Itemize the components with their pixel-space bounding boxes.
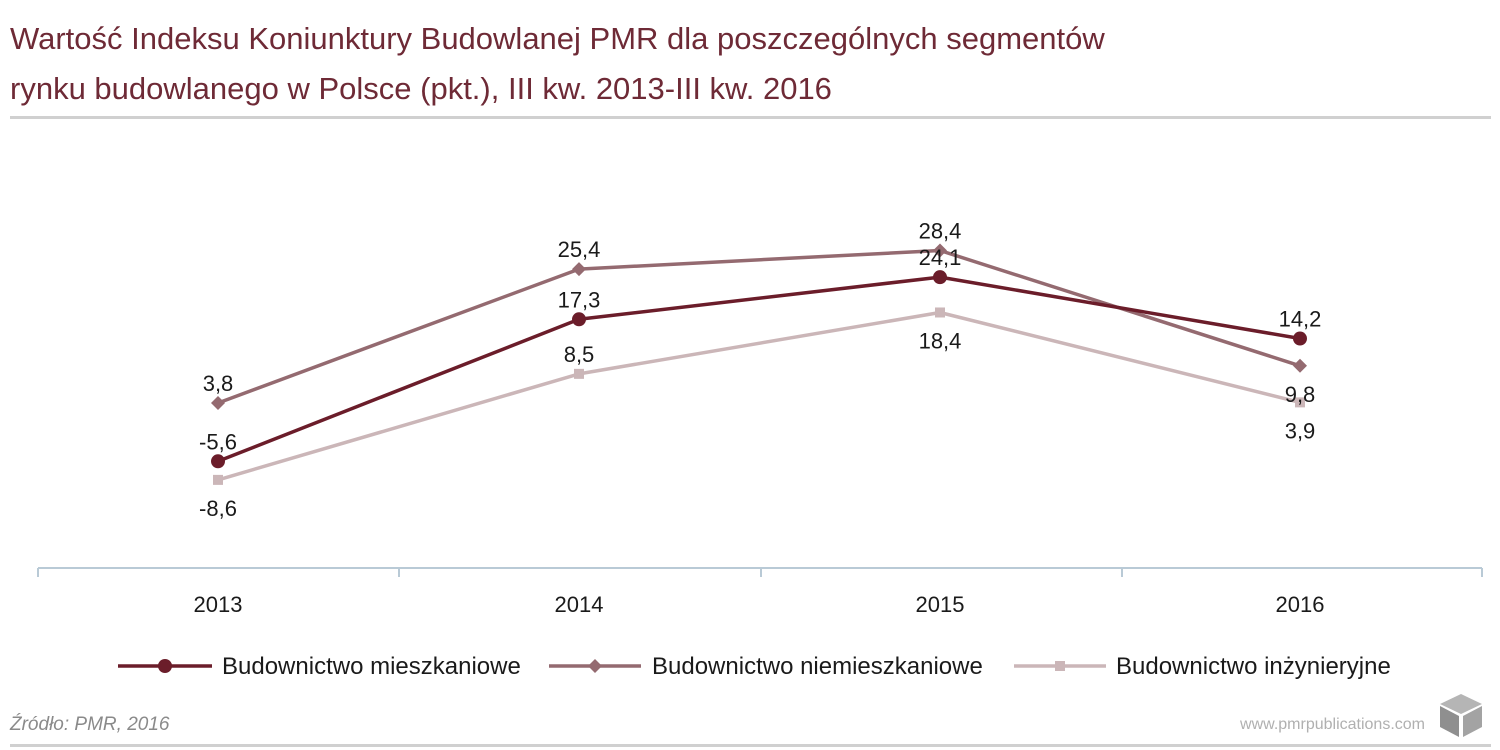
legend-item: Budownictwo niemieszkaniowe <box>549 653 983 680</box>
data-point <box>572 312 586 327</box>
series-line <box>217 248 1301 405</box>
series-layer <box>211 243 1307 485</box>
data-labels: -5,6 17,3 24,1 14,2 3,8 25,4 28,4 9,8 -8,6 8,5 18,… <box>199 219 1321 521</box>
x-tick-label: 2013 <box>194 592 243 617</box>
data-label: -8,6 <box>199 496 237 521</box>
legend-label: Budownictwo mieszkaniowe <box>222 653 521 680</box>
legend-marker <box>158 659 172 673</box>
legend: Budownictwo mieszkaniowe Budownictwo niem… <box>118 653 1391 680</box>
data-point <box>574 368 584 379</box>
data-point <box>933 243 947 258</box>
chart-title: Wartość Indeksu Koniunktury Budowlanej P… <box>10 14 1410 114</box>
series-line <box>217 275 1301 463</box>
data-point <box>1295 397 1305 408</box>
data-label: 14,2 <box>1279 307 1322 332</box>
data-point <box>211 396 225 410</box>
data-label: 28,4 <box>919 219 962 244</box>
data-point <box>572 262 586 277</box>
data-label: 9,8 <box>1285 382 1316 407</box>
data-label: 8,5 <box>564 342 595 367</box>
chart-title-line1: Wartość Indeksu Koniunktury Budowlanej P… <box>10 21 1105 56</box>
data-point <box>211 454 225 469</box>
title-divider <box>10 116 1491 119</box>
legend-label: Budownictwo niemieszkaniowe <box>652 653 983 680</box>
data-point <box>213 474 223 485</box>
legend-marker <box>588 659 602 673</box>
pmr-cube-icon <box>1440 694 1482 737</box>
data-point <box>935 307 945 318</box>
x-tick-label: 2016 <box>1276 592 1325 617</box>
data-label: 18,4 <box>919 329 962 354</box>
legend-label: Budownictwo inżynieryjne <box>1116 653 1391 680</box>
legend-item: Budownictwo inżynieryjne <box>1014 653 1391 680</box>
source-note: Źródło: PMR, 2016 <box>10 714 170 735</box>
legend-item: Budownictwo mieszkaniowe <box>118 653 521 680</box>
data-label: 3,9 <box>1285 418 1316 443</box>
data-label: 24,1 <box>919 245 962 270</box>
data-point <box>933 270 947 285</box>
x-tick-label: 2015 <box>916 592 965 617</box>
chart-title-line2: rynku budowlanego w Polsce (pkt.), III k… <box>10 71 832 106</box>
data-label: 25,4 <box>558 237 601 262</box>
x-axis: 2013 2014 2015 2016 <box>37 567 1483 617</box>
website-link[interactable]: www.pmrpublications.com <box>1240 716 1425 733</box>
line-chart: 2013 2014 2015 2016 -5,6 17,3 24,1 14,2 3,8 25,4… <box>37 219 1483 680</box>
x-tick-label: 2014 <box>555 592 604 617</box>
series-line <box>217 310 1301 482</box>
legend-marker <box>1055 661 1065 671</box>
data-point <box>1293 331 1307 346</box>
data-label: 3,8 <box>203 371 234 396</box>
footer-divider <box>10 744 1491 747</box>
data-label: 17,3 <box>558 287 601 312</box>
data-point <box>1293 358 1307 373</box>
data-label: -5,6 <box>199 429 237 454</box>
